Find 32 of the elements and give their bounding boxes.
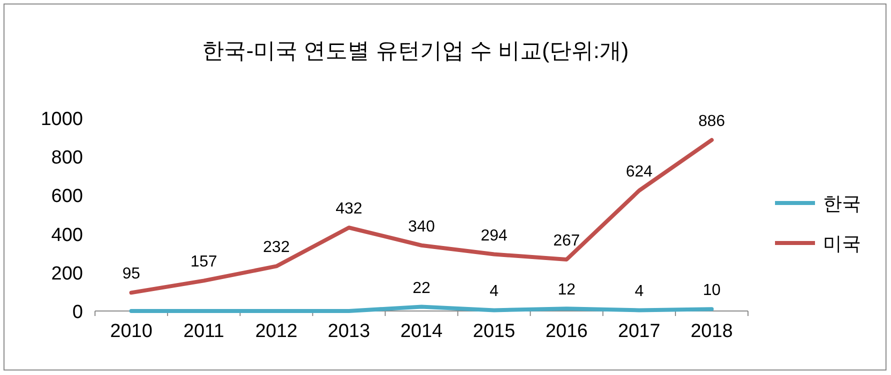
y-tick-label: 1000 <box>40 109 83 130</box>
data-label: 294 <box>480 227 508 244</box>
data-label: 232 <box>263 239 290 256</box>
data-label: 267 <box>553 232 580 250</box>
y-tick-label: 800 <box>51 148 83 169</box>
y-tick-label: 0 <box>72 302 83 323</box>
y-tick-label: 400 <box>51 224 83 246</box>
data-label: 4 <box>490 283 499 300</box>
x-tick-label: 2016 <box>545 321 588 342</box>
y-tick-label: 600 <box>51 186 83 208</box>
y-tick-label: 200 <box>51 263 83 284</box>
legend-label: 한국 <box>823 194 861 215</box>
data-label: 157 <box>190 254 218 271</box>
x-tick-label: 2018 <box>690 321 733 342</box>
x-tick-label: 2010 <box>110 321 152 342</box>
data-label: 10 <box>702 282 721 300</box>
x-tick-label: 2017 <box>618 321 660 342</box>
x-tick-label: 2011 <box>183 321 224 342</box>
x-tick-label: 2015 <box>472 321 516 342</box>
data-label: 886 <box>698 113 726 130</box>
legend-label: 미국 <box>823 234 861 255</box>
data-label: 624 <box>626 164 653 181</box>
x-tick-label: 2013 <box>328 321 370 342</box>
x-tick-label: 2012 <box>255 321 298 342</box>
x-tick-label: 2014 <box>400 321 444 342</box>
data-label: 22 <box>412 280 430 297</box>
data-label: 432 <box>336 200 362 218</box>
data-label: 4 <box>634 283 644 300</box>
data-label: 95 <box>122 266 140 283</box>
chart-title: 한국-미국 연도별 유턴기업 수 비교(단위:개) <box>202 38 629 63</box>
data-label: 340 <box>408 218 435 236</box>
data-label: 12 <box>558 282 576 299</box>
